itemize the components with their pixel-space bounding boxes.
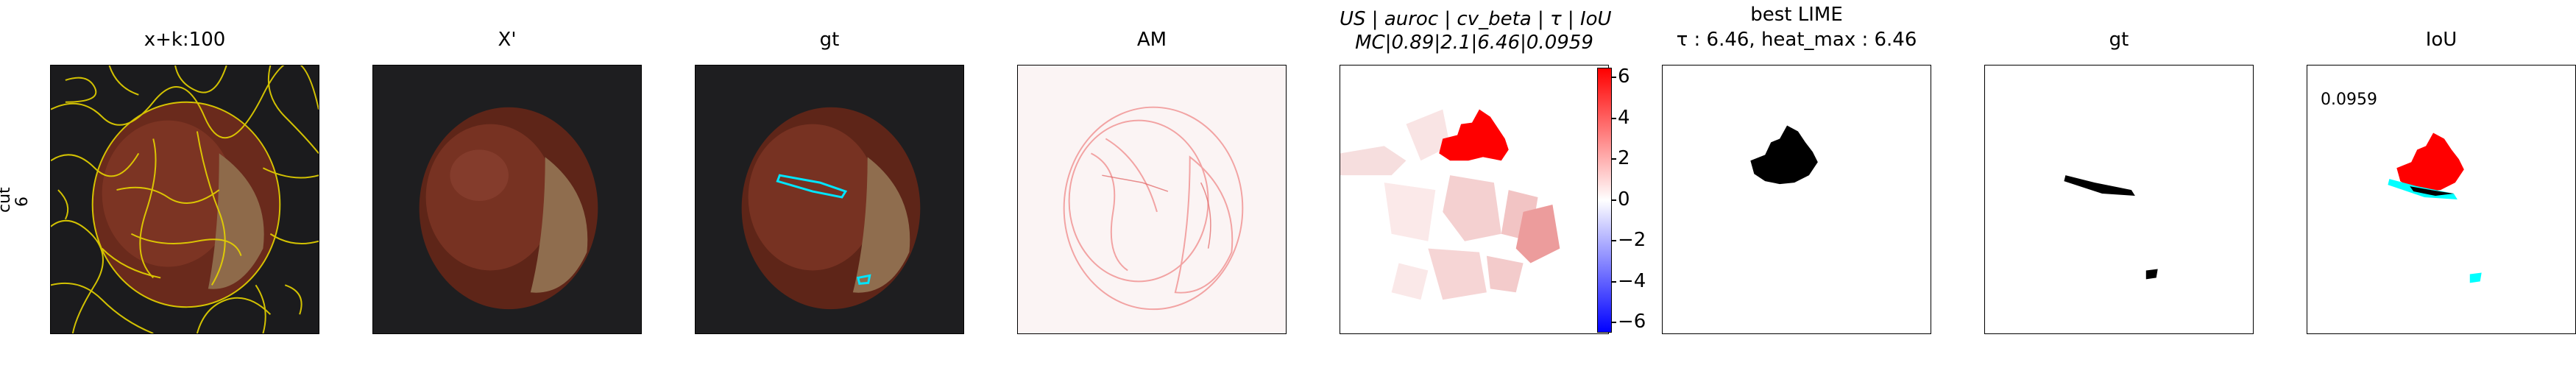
title-best-lime: best LIME [1750,4,1843,26]
title-iou: IoU [2425,29,2458,51]
colorbar [1597,68,1612,333]
colorbar-tickmark [1611,240,1616,241]
title-us-metrics: US | auroc | cv_beta | τ | IoU [1340,8,1612,30]
colorbar-tick: −2 [1618,229,1646,251]
original-image [372,65,642,334]
title-gt: gt [819,29,840,51]
us-heatmap [1340,65,1609,334]
colorbar-tickmark [1611,322,1616,323]
colorbar-tickmark [1611,199,1616,201]
colorbar-tick: 0 [1618,188,1630,210]
row-label: cut 6 [0,187,32,213]
gt-overlay-image [695,65,964,334]
best-lime-mask [1662,65,1931,334]
colorbar-tick: −6 [1618,311,1646,333]
colorbar-tick: 4 [1618,107,1630,129]
colorbar-tick: 2 [1618,147,1630,169]
segments-image [50,65,319,334]
title-xprime: X' [498,29,517,51]
title-segments: x+k:100 [144,29,226,51]
colorbar-tickmark [1611,158,1616,160]
iou-value: 0.0959 [2321,91,2377,109]
row-label-line2: 6 [13,197,32,207]
colorbar-tickmark [1611,281,1616,283]
anomaly-map [1017,65,1287,334]
colorbar-tick: −4 [1618,270,1646,292]
title-lime-params: τ : 6.46, heat_max : 6.46 [1676,29,1917,51]
colorbar-tick: 6 [1618,66,1630,88]
gt-mask [1984,65,2254,334]
title-mc-values: MC|0.89|2.1|6.46|0.0959 [1355,32,1593,54]
row-label-line1: cut [0,187,14,213]
title-am: AM [1136,29,1167,51]
colorbar-tickmark [1611,118,1616,119]
iou-overlay: 0.0959 [2307,65,2576,334]
title-gt-mask: gt [2109,29,2129,51]
colorbar-tickmark [1611,77,1616,78]
